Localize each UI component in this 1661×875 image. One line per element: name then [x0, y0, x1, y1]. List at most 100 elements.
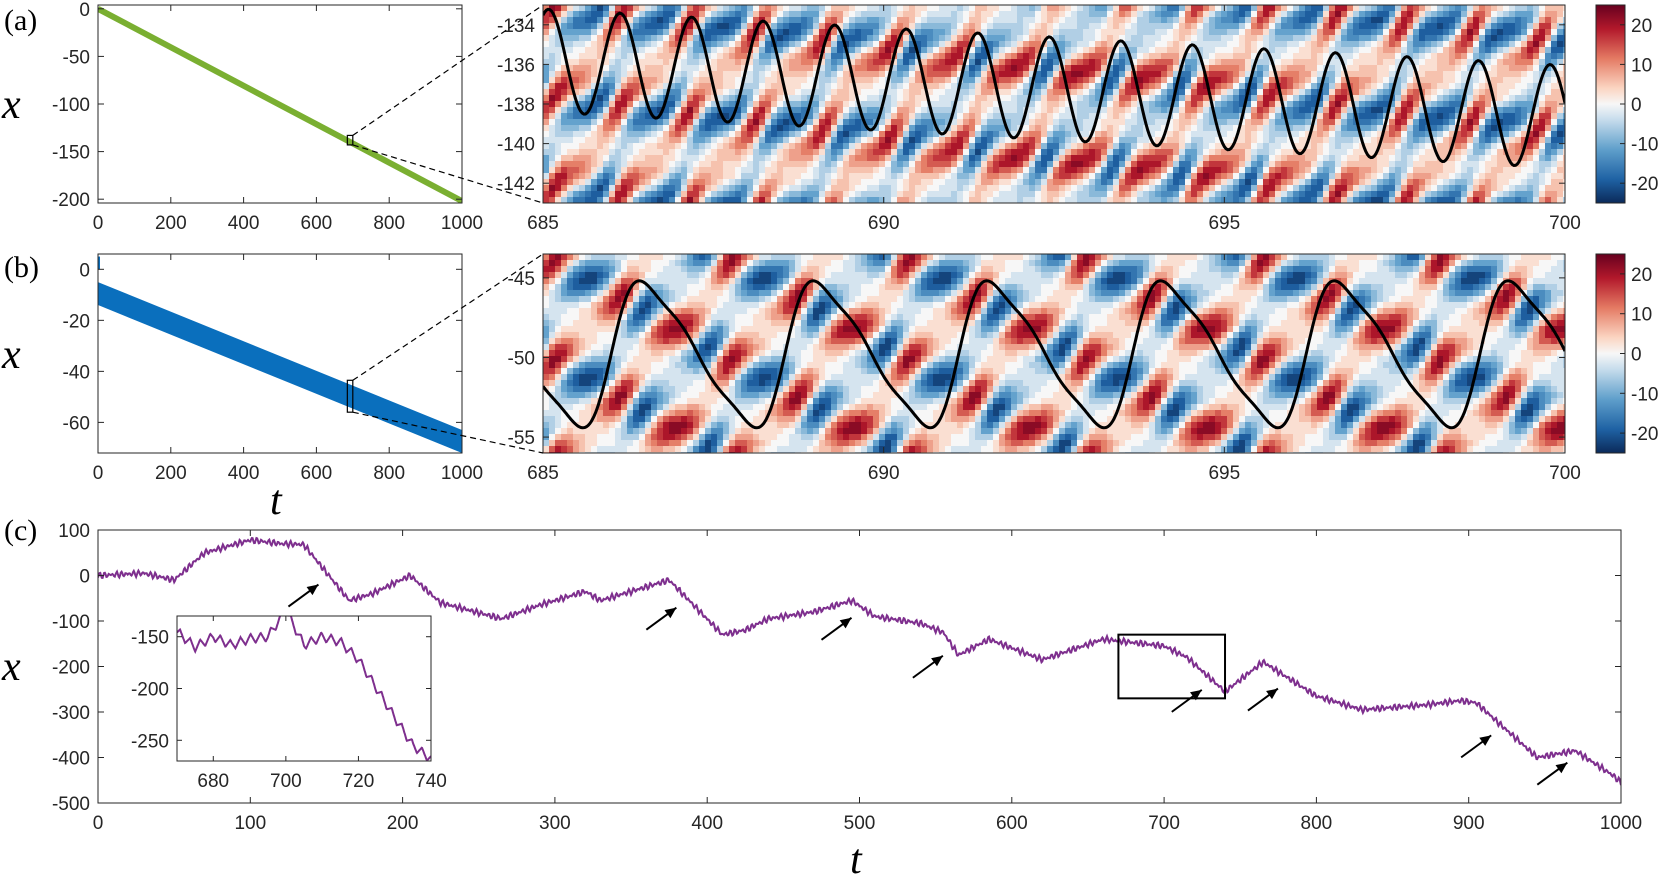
heatmap-cell	[1473, 83, 1480, 90]
heatmap-cell	[1227, 173, 1234, 180]
heatmap-cell	[741, 137, 748, 144]
heatmap-cell	[981, 107, 988, 114]
heatmap-cell	[1347, 65, 1354, 72]
heatmap-cell	[693, 59, 700, 66]
heatmap-cell	[819, 149, 826, 156]
heatmap-cell	[1215, 29, 1222, 36]
heatmap-cell	[1077, 119, 1084, 126]
heatmap-cell	[1197, 131, 1204, 138]
heatmap-cell	[753, 131, 760, 138]
heatmap-cell	[837, 143, 844, 150]
heatmap-cell	[561, 59, 568, 66]
heatmap-cell	[1371, 65, 1378, 72]
heatmap-cell	[741, 107, 748, 114]
heatmap-cell	[1359, 35, 1366, 42]
heatmap-cell	[1209, 5, 1216, 12]
heatmap-cell	[1299, 65, 1306, 72]
heatmap-cell	[801, 131, 808, 138]
heatmap-cell	[1131, 155, 1138, 162]
heatmap-cell	[1263, 155, 1270, 162]
heatmap-cell	[885, 5, 892, 12]
heatmap-cell	[1197, 47, 1204, 54]
heatmap-cell	[933, 17, 940, 24]
heatmap-cell	[1275, 101, 1282, 108]
heatmap-cell	[861, 29, 868, 36]
heatmap-cell	[975, 5, 982, 12]
heatmap-cell	[1407, 107, 1414, 114]
heatmap-cell	[669, 41, 676, 48]
heatmap-cell	[1179, 113, 1186, 120]
heatmap-cell	[879, 83, 886, 90]
heatmap-cell	[1563, 23, 1565, 30]
heatmap-cell	[1515, 119, 1522, 126]
heatmap-cell	[1407, 155, 1414, 162]
heatmap-cell	[1461, 29, 1468, 36]
heatmap-cell	[1521, 23, 1528, 30]
heatmap-cell	[897, 53, 904, 60]
heatmap-cell	[1263, 131, 1270, 138]
heatmap-cell	[1011, 143, 1018, 150]
heatmap-cell	[663, 47, 670, 54]
heatmap-cell	[753, 89, 760, 96]
heatmap-cell	[1545, 59, 1552, 66]
heatmap-cell	[1479, 41, 1486, 48]
heatmap-cell	[885, 29, 892, 36]
heatmap-cell	[873, 173, 880, 180]
heatmap-cell	[1059, 11, 1066, 18]
heatmap-cell	[1173, 35, 1180, 42]
heatmap-cell	[1479, 77, 1486, 84]
heatmap-cell	[747, 113, 754, 120]
heatmap-cell	[567, 95, 574, 102]
heatmap-cell	[1083, 41, 1090, 48]
heatmap-cell	[543, 119, 550, 126]
heatmap-cell	[1263, 137, 1270, 144]
heatmap-cell	[741, 155, 748, 162]
heatmap-cell	[555, 41, 562, 48]
heatmap-cell	[1221, 29, 1228, 36]
heatmap-cell	[1185, 119, 1192, 126]
heatmap-cell	[897, 65, 904, 72]
heatmap-cell	[1323, 35, 1330, 42]
heatmap-cell	[741, 143, 748, 150]
heatmap-cell	[561, 119, 568, 126]
heatmap-cell	[1167, 149, 1174, 156]
heatmap-cell	[1041, 89, 1048, 96]
heatmap-cell	[699, 29, 706, 36]
heatmap-cell	[579, 5, 586, 12]
heatmap-cell	[891, 83, 898, 90]
heatmap-cell	[1413, 161, 1420, 168]
heatmap-cell	[1305, 161, 1312, 168]
heatmap-cell	[819, 23, 826, 30]
heatmap-cell	[855, 17, 862, 24]
heatmap-cell	[1143, 149, 1150, 156]
heatmap-cell	[1515, 83, 1522, 90]
heatmap-cell	[729, 23, 736, 30]
heatmap-cell	[1371, 155, 1378, 162]
heatmap-cell	[825, 125, 832, 132]
heatmap-cell	[1089, 59, 1096, 66]
heatmap-cell	[1407, 59, 1414, 66]
heatmap-cell	[645, 17, 652, 24]
heatmap-cell	[1389, 53, 1396, 60]
heatmap-cell	[975, 83, 982, 90]
heatmap-cell	[771, 167, 778, 174]
heatmap-cell	[951, 131, 958, 138]
heatmap-cell	[1161, 71, 1168, 78]
heatmap-cell	[687, 59, 694, 66]
heatmap-cell	[1143, 41, 1150, 48]
heatmap-cell	[1419, 125, 1426, 132]
heatmap-cell	[789, 65, 796, 72]
heatmap-cell	[741, 29, 748, 36]
heatmap-cell	[1467, 119, 1474, 126]
heatmap-cell	[723, 161, 730, 168]
heatmap-cell	[1305, 125, 1312, 132]
heatmap-cell	[1395, 23, 1402, 30]
heatmap-cell	[597, 125, 604, 132]
heatmap-cell	[1155, 77, 1162, 84]
heatmap-cell	[891, 137, 898, 144]
heatmap-cell	[939, 77, 946, 84]
heatmap-cell	[1461, 161, 1468, 168]
heatmap-cell	[1017, 35, 1024, 42]
heatmap-cell	[861, 65, 868, 72]
heatmap-cell	[1395, 173, 1402, 180]
